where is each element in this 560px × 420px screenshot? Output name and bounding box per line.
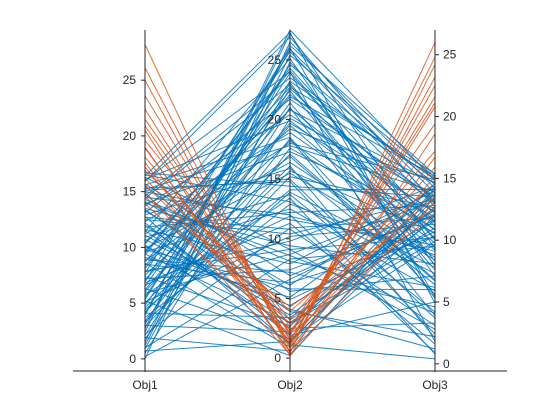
tick-label: 25 xyxy=(123,73,137,87)
tick-label: 10 xyxy=(443,233,457,247)
tick-label: 15 xyxy=(123,185,137,199)
axis-obj3: 0 5 10 15 20 25 Obj3 xyxy=(422,30,457,392)
category-label: Obj2 xyxy=(277,378,303,392)
tick-label: 25 xyxy=(268,53,282,67)
tick-label: 15 xyxy=(268,172,282,186)
category-label: Obj3 xyxy=(422,378,448,392)
axes-layer: 0 5 10 15 20 25 Obj1 0 5 10 15 20 25 Obj2 0 5 10 15 20 25 Ob… xyxy=(73,30,507,392)
tick-label: 0 xyxy=(129,352,136,366)
tick-label: 20 xyxy=(443,110,457,124)
tick-label: 10 xyxy=(123,240,137,254)
axis-obj1: 0 5 10 15 20 25 Obj1 xyxy=(123,30,158,392)
tick-label: 15 xyxy=(443,171,457,185)
tick-label: 0 xyxy=(443,357,450,371)
tick-label: 25 xyxy=(443,48,457,62)
tick-label: 5 xyxy=(129,296,136,310)
category-label: Obj1 xyxy=(132,378,158,392)
tick-label: 0 xyxy=(274,351,281,365)
tick-label: 20 xyxy=(268,112,282,126)
tick-label: 5 xyxy=(274,291,281,305)
tick-label: 5 xyxy=(443,295,450,309)
tick-label: 10 xyxy=(268,232,282,246)
axis-obj2: 0 5 10 15 20 25 Obj2 xyxy=(268,30,303,392)
tick-label: 20 xyxy=(123,129,137,143)
